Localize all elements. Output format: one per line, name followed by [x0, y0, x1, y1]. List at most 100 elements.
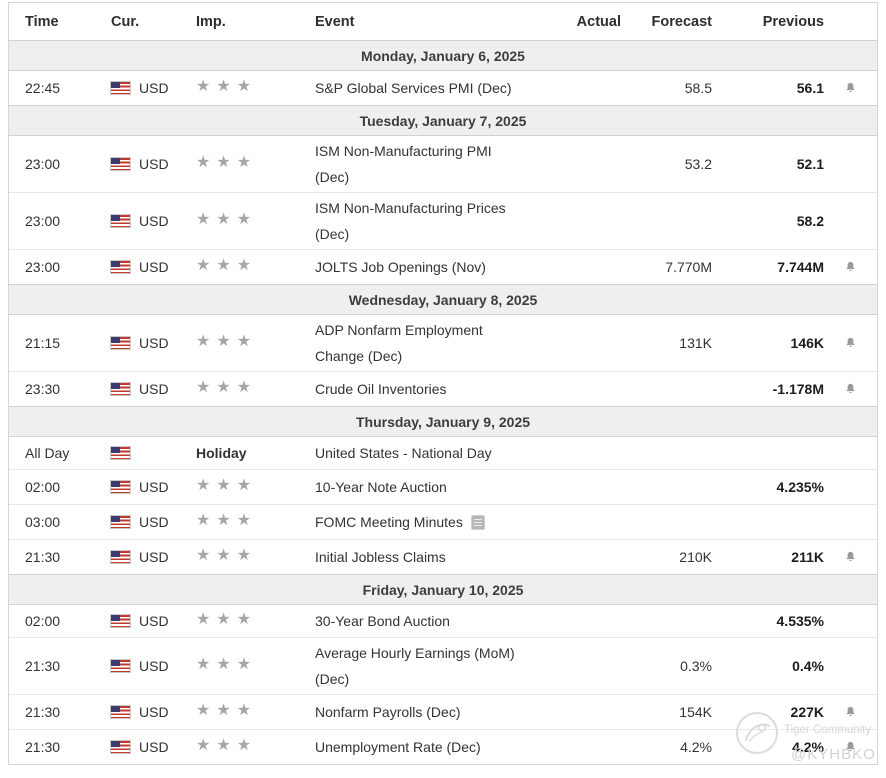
event-time: 21:30 — [25, 658, 61, 674]
col-header-actual: Actual — [576, 13, 621, 30]
event-name-cell[interactable]: 30-Year Bond Auction — [299, 608, 559, 634]
forecast-value: 58.5 — [684, 80, 712, 96]
event-time: 23:00 — [25, 259, 61, 275]
currency-code: USD — [139, 259, 169, 275]
us-flag-icon — [111, 551, 130, 563]
event-name[interactable]: Unemployment Rate (Dec) — [315, 739, 481, 755]
alert-bell-icon[interactable] — [844, 81, 857, 95]
us-flag-icon — [111, 383, 130, 395]
event-name[interactable]: Average Hourly Earnings (MoM) (Dec) — [315, 645, 515, 687]
us-flag-icon — [111, 481, 130, 493]
previous-value: 58.2 — [796, 213, 824, 229]
event-row[interactable]: 02:00 USD ★★★ 30-Year Bond Auction 4.535… — [9, 605, 877, 637]
event-name[interactable]: United States - National Day — [315, 445, 492, 461]
previous-value: 227K — [790, 704, 824, 720]
event-time: 02:00 — [25, 613, 61, 629]
col-header-currency: Cur. — [111, 13, 140, 30]
event-name-cell[interactable]: FOMC Meeting Minutes — [299, 509, 559, 535]
currency-code: USD — [139, 156, 169, 172]
event-name-cell[interactable]: S&P Global Services PMI (Dec) — [299, 75, 559, 101]
event-row[interactable]: 23:00 USD ★★★ ISM Non-Manufacturing PMI … — [9, 136, 877, 192]
event-row[interactable]: 21:30 USD ★★★ Initial Jobless Claims 210… — [9, 539, 877, 574]
alert-cell[interactable] — [824, 382, 877, 396]
day-header-friday: Friday, January 10, 2025 — [9, 574, 877, 605]
holiday-label: Holiday — [196, 445, 247, 461]
previous-value: 4.535% — [776, 613, 824, 629]
col-header-event: Event — [315, 13, 355, 30]
holiday-row[interactable]: All Day Holiday United States - National… — [9, 437, 877, 469]
event-currency: USD — [95, 213, 180, 229]
alert-cell[interactable] — [824, 550, 877, 564]
event-name[interactable]: JOLTS Job Openings (Nov) — [315, 259, 486, 275]
importance-stars: ★★★ — [196, 333, 258, 350]
event-name-cell[interactable]: ISM Non-Manufacturing PMI (Dec) — [299, 138, 559, 190]
event-row[interactable]: 23:30 USD ★★★ Crude Oil Inventories -1.1… — [9, 371, 877, 406]
importance-stars: ★★★ — [196, 211, 258, 228]
event-name[interactable]: ISM Non-Manufacturing PMI (Dec) — [315, 143, 492, 185]
event-name[interactable]: 10-Year Note Auction — [315, 479, 447, 495]
us-flag-icon — [111, 261, 130, 273]
alert-cell[interactable] — [824, 81, 877, 95]
event-row[interactable]: 22:45 USD ★★★ S&P Global Services PMI (D… — [9, 71, 877, 105]
event-time: 22:45 — [25, 80, 61, 96]
event-row[interactable]: 23:00 USD ★★★ ISM Non-Manufacturing Pric… — [9, 192, 877, 249]
event-name[interactable]: Nonfarm Payrolls (Dec) — [315, 704, 461, 720]
event-name-cell[interactable]: Crude Oil Inventories — [299, 376, 559, 402]
event-name[interactable]: S&P Global Services PMI (Dec) — [315, 80, 512, 96]
alert-bell-icon[interactable] — [844, 382, 857, 396]
importance-stars: ★★★ — [196, 611, 258, 628]
previous-value: 52.1 — [796, 156, 824, 172]
event-name-cell[interactable]: United States - National Day — [299, 440, 559, 466]
event-row[interactable]: 21:30 USD ★★★ Nonfarm Payrolls (Dec) 154… — [9, 694, 877, 729]
previous-value: 0.4% — [792, 658, 824, 674]
importance-stars: ★★★ — [196, 257, 258, 274]
event-row[interactable]: 02:00 USD ★★★ 10-Year Note Auction 4.235… — [9, 469, 877, 504]
event-time: 23:30 — [25, 381, 61, 397]
event-name[interactable]: ADP Nonfarm Employment Change (Dec) — [315, 322, 483, 364]
forecast-value: 210K — [679, 549, 712, 565]
event-currency: USD — [95, 335, 180, 351]
event-name-cell[interactable]: Average Hourly Earnings (MoM) (Dec) — [299, 640, 559, 692]
event-name[interactable]: Initial Jobless Claims — [315, 549, 446, 565]
event-row[interactable]: 21:30 USD ★★★ Average Hourly Earnings (M… — [9, 637, 877, 694]
event-time: 23:00 — [25, 156, 61, 172]
alert-cell[interactable] — [824, 260, 877, 274]
event-name[interactable]: FOMC Meeting Minutes — [315, 514, 463, 530]
event-time: 21:30 — [25, 704, 61, 720]
previous-value: 211K — [791, 549, 824, 565]
event-name-cell[interactable]: ADP Nonfarm Employment Change (Dec) — [299, 317, 559, 369]
event-name-cell[interactable]: Initial Jobless Claims — [299, 544, 559, 570]
event-row[interactable]: 23:00 USD ★★★ JOLTS Job Openings (Nov) 7… — [9, 249, 877, 284]
event-name-cell[interactable]: ISM Non-Manufacturing Prices (Dec) — [299, 195, 559, 247]
event-name-cell[interactable]: Unemployment Rate (Dec) — [299, 734, 559, 760]
event-name-cell[interactable]: 10-Year Note Auction — [299, 474, 559, 500]
event-name-cell[interactable]: JOLTS Job Openings (Nov) — [299, 254, 559, 280]
previous-value: 146K — [790, 335, 824, 351]
event-row[interactable]: 03:00 USD ★★★ FOMC Meeting Minutes — [9, 504, 877, 539]
event-name[interactable]: 30-Year Bond Auction — [315, 613, 450, 629]
event-row[interactable]: 21:15 USD ★★★ ADP Nonfarm Employment Cha… — [9, 315, 877, 371]
alert-bell-icon[interactable] — [844, 740, 857, 754]
us-flag-icon — [111, 82, 130, 94]
day-header-monday: Monday, January 6, 2025 — [9, 40, 877, 71]
alert-bell-icon[interactable] — [844, 550, 857, 564]
report-icon[interactable] — [470, 514, 485, 530]
previous-value: -1.178M — [772, 381, 824, 397]
event-row[interactable]: 21:30 USD ★★★ Unemployment Rate (Dec) 4.… — [9, 729, 877, 764]
event-currency: USD — [95, 381, 180, 397]
event-name-cell[interactable]: Nonfarm Payrolls (Dec) — [299, 699, 559, 725]
event-time: 03:00 — [25, 514, 61, 530]
alert-cell[interactable] — [824, 336, 877, 350]
alert-cell[interactable] — [824, 705, 877, 719]
importance-stars: ★★★ — [196, 477, 258, 494]
alert-bell-icon[interactable] — [844, 336, 857, 350]
forecast-value: 131K — [679, 335, 712, 351]
alert-bell-icon[interactable] — [844, 260, 857, 274]
alert-cell[interactable] — [824, 740, 877, 754]
event-name[interactable]: ISM Non-Manufacturing Prices (Dec) — [315, 200, 506, 242]
alert-bell-icon[interactable] — [844, 705, 857, 719]
event-name[interactable]: Crude Oil Inventories — [315, 381, 447, 397]
us-flag-icon — [111, 706, 130, 718]
event-currency: USD — [95, 613, 180, 629]
event-time: 21:30 — [25, 549, 61, 565]
